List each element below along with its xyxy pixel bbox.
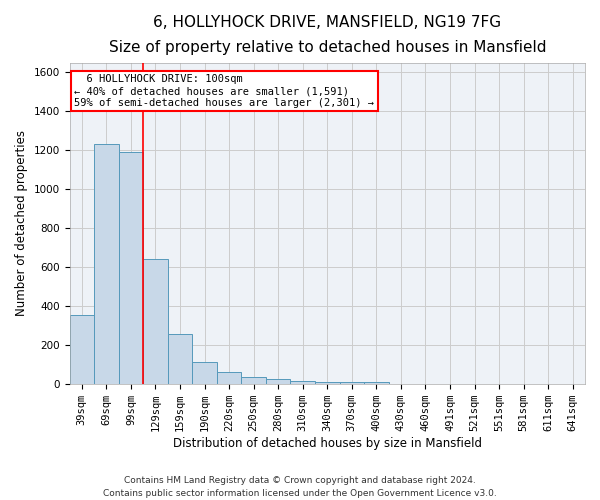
X-axis label: Distribution of detached houses by size in Mansfield: Distribution of detached houses by size … <box>173 437 482 450</box>
Bar <box>364 382 389 384</box>
Bar <box>241 377 266 384</box>
Bar <box>94 144 119 384</box>
Bar <box>119 152 143 384</box>
Bar <box>340 382 364 384</box>
Bar <box>168 334 192 384</box>
Text: Contains HM Land Registry data © Crown copyright and database right 2024.
Contai: Contains HM Land Registry data © Crown c… <box>103 476 497 498</box>
Bar <box>192 362 217 384</box>
Title: 6, HOLLYHOCK DRIVE, MANSFIELD, NG19 7FG
Size of property relative to detached ho: 6, HOLLYHOCK DRIVE, MANSFIELD, NG19 7FG … <box>109 15 546 54</box>
Y-axis label: Number of detached properties: Number of detached properties <box>15 130 28 316</box>
Bar <box>143 258 168 384</box>
Text: 6 HOLLYHOCK DRIVE: 100sqm
← 40% of detached houses are smaller (1,591)
59% of se: 6 HOLLYHOCK DRIVE: 100sqm ← 40% of detac… <box>74 74 374 108</box>
Bar <box>290 380 315 384</box>
Bar <box>266 380 290 384</box>
Bar <box>70 315 94 384</box>
Bar <box>315 382 340 384</box>
Bar <box>217 372 241 384</box>
